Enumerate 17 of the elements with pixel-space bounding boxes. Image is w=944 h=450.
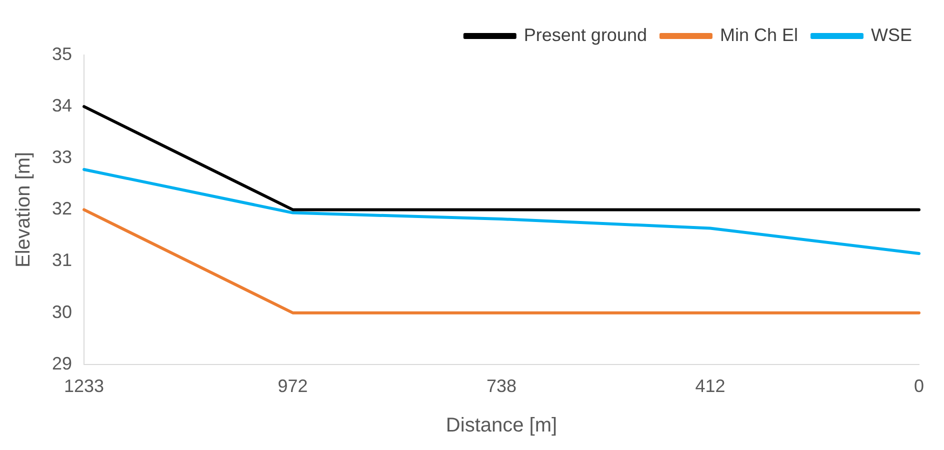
y-tick-label: 32 bbox=[52, 198, 72, 219]
x-tick-label: 972 bbox=[278, 376, 308, 396]
y-axis-title: Elevation [m] bbox=[12, 152, 35, 268]
y-tick-label: 29 bbox=[52, 353, 72, 374]
x-tick-label: 738 bbox=[486, 376, 517, 396]
y-tick-label: 35 bbox=[52, 44, 72, 64]
y-tick-label: 31 bbox=[52, 250, 72, 270]
y-tick-label: 30 bbox=[52, 302, 72, 322]
x-axis-title: Distance [m] bbox=[446, 414, 558, 437]
y-tick-label: 33 bbox=[52, 147, 72, 168]
y-tick-label: 34 bbox=[52, 96, 72, 116]
x-tick-label: 1233 bbox=[64, 376, 104, 396]
legend-label: WSE bbox=[871, 24, 912, 45]
legend-label: Present ground bbox=[524, 24, 647, 45]
x-tick-label: 412 bbox=[695, 376, 726, 396]
legend-label: Min Ch El bbox=[720, 24, 798, 45]
x-tick-label: 0 bbox=[914, 376, 924, 396]
